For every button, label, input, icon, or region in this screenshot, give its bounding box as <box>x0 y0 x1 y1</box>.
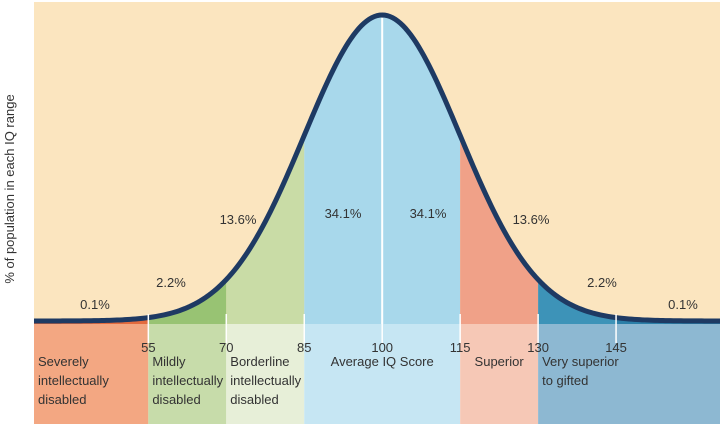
percent-label-0: 0.1% <box>80 297 110 312</box>
category-label-mild-line-2: disabled <box>152 392 200 407</box>
category-label-very_superior-line-1: to gifted <box>542 373 588 388</box>
category-label-borderline-line-2: disabled <box>230 392 278 407</box>
category-box-severe <box>34 324 149 424</box>
x-tick-label-85: 85 <box>297 340 311 355</box>
tick-layer: 55 70 85 100 115 130 145 <box>141 314 627 355</box>
category-label-very_superior-line-0: Very superior <box>542 354 619 369</box>
x-tick-label-70: 70 <box>219 340 233 355</box>
percent-label-3: 34.1% <box>325 206 362 221</box>
percent-label-2: 13.6% <box>220 212 257 227</box>
percent-label-7: 0.1% <box>668 297 698 312</box>
category-label-mild-line-0: Mildly <box>152 354 186 369</box>
category-label-severe-line-2: disabled <box>38 392 86 407</box>
percent-label-5: 13.6% <box>513 212 550 227</box>
x-tick-label-115: 115 <box>450 340 471 355</box>
category-box-superior <box>460 324 539 424</box>
category-label-average-line-0: Average IQ Score <box>331 354 434 369</box>
category-label-superior-line-0: Superior <box>475 354 525 369</box>
x-tick-label-100: 100 <box>371 340 393 355</box>
percent-label-6: 2.2% <box>587 275 617 290</box>
category-box-borderline <box>226 324 305 424</box>
band-area-6 <box>538 279 617 324</box>
category-layer: Severely intellectually disabled Mildly inte… <box>34 324 720 424</box>
category-label-mild-line-1: intellectually <box>152 373 223 388</box>
percent-label-1: 2.2% <box>156 275 186 290</box>
category-box-mild <box>148 324 227 424</box>
category-label-severe-line-1: intellectually <box>38 373 109 388</box>
x-tick-label-145: 145 <box>605 340 627 355</box>
y-axis-label: % of population in each IQ range <box>2 94 17 283</box>
x-tick-label-130: 130 <box>527 340 549 355</box>
percent-label-layer: 0.1% 2.2% 13.6% 34.1% 34.1% 13.6% 2.2% 0.1% <box>80 206 698 312</box>
band-area-1 <box>148 279 227 324</box>
x-tick-label-55: 55 <box>141 340 155 355</box>
category-label-severe-line-0: Severely <box>38 354 89 369</box>
category-label-borderline-line-0: Borderline <box>230 354 289 369</box>
percent-label-4: 34.1% <box>410 206 447 221</box>
category-box-very_superior <box>538 324 720 424</box>
category-label-borderline-line-1: intellectually <box>230 373 301 388</box>
